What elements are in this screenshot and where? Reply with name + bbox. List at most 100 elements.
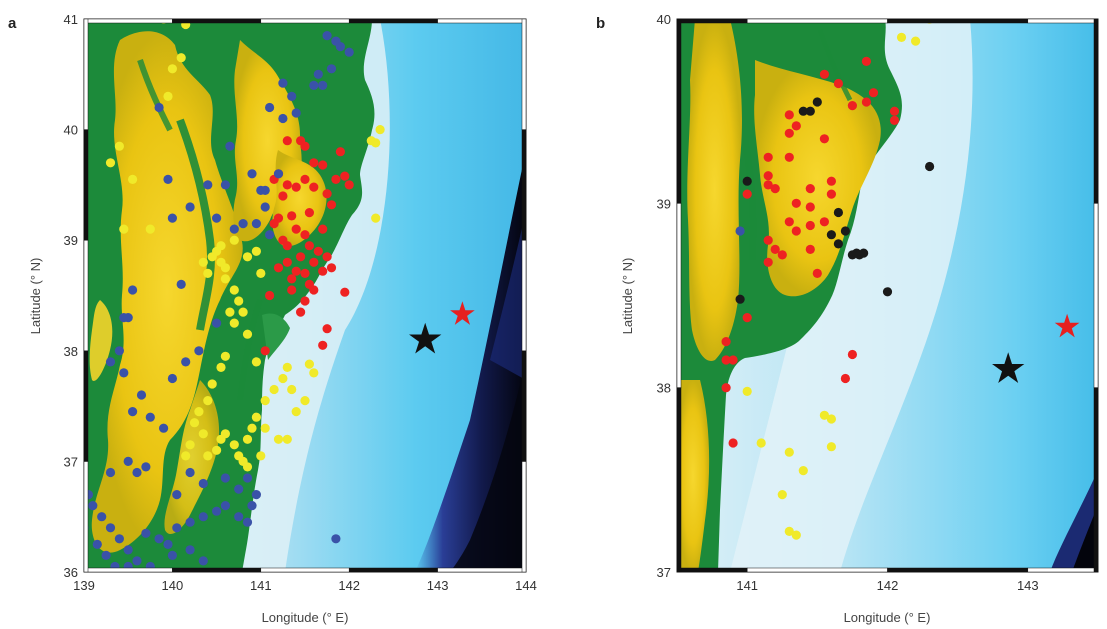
station-point-red xyxy=(889,115,900,125)
border-bar xyxy=(348,18,438,24)
station-point-blue xyxy=(132,556,142,566)
station-point-blue xyxy=(167,213,177,223)
station-point-blue xyxy=(185,202,195,212)
station-point-yellow xyxy=(229,235,239,245)
station-point-blue xyxy=(185,517,195,527)
panel-a-map: a xyxy=(8,12,537,625)
station-point-yellow xyxy=(194,407,204,417)
station-point-yellow xyxy=(911,36,921,46)
station-point-yellow xyxy=(777,490,787,500)
station-point-yellow xyxy=(216,241,226,251)
border-bar xyxy=(83,239,89,352)
border-bar xyxy=(521,18,527,130)
station-point-blue xyxy=(154,102,164,113)
station-point-blue xyxy=(322,30,332,41)
station-point-blue xyxy=(313,69,323,79)
station-point-black xyxy=(735,294,745,304)
station-point-yellow xyxy=(300,396,310,406)
station-point-yellow xyxy=(198,257,208,267)
station-point-red xyxy=(318,224,328,234)
station-point-blue xyxy=(114,346,124,356)
x-tick-label: 139 xyxy=(73,578,95,593)
highlands-kitakami xyxy=(754,60,881,297)
station-point-red xyxy=(340,287,350,297)
station-point-blue xyxy=(181,357,191,367)
station-point-yellow xyxy=(203,396,213,406)
border-bar xyxy=(348,567,438,573)
panel-b-points xyxy=(721,19,935,540)
station-point-yellow xyxy=(220,429,230,439)
station-point-yellow xyxy=(282,434,292,444)
border-bar xyxy=(1093,387,1099,573)
station-point-red xyxy=(819,134,830,144)
y-tick-label: 38 xyxy=(64,344,78,359)
panel-b-y-ticks: 37 38 39 40 xyxy=(657,12,671,580)
station-point-red xyxy=(721,383,731,393)
station-point-red xyxy=(318,160,328,170)
station-point-blue xyxy=(278,78,288,88)
station-point-yellow xyxy=(203,268,213,278)
station-point-red xyxy=(812,268,822,278)
station-point-yellow xyxy=(198,429,208,439)
station-point-yellow xyxy=(220,274,230,284)
border-bar xyxy=(521,129,527,241)
station-point-yellow xyxy=(375,125,385,135)
station-point-red xyxy=(287,274,297,284)
station-point-blue xyxy=(242,473,253,483)
station-point-red xyxy=(784,152,794,162)
station-point-yellow xyxy=(251,246,261,256)
station-point-blue xyxy=(185,467,195,478)
station-point-red xyxy=(340,171,350,181)
station-point-red xyxy=(300,296,310,306)
station-point-red xyxy=(313,246,323,256)
x-tick-label: 141 xyxy=(250,578,272,593)
panel-b-map: b 141 142 143 37 38 39 40 Longitude (° E) Lat… xyxy=(596,12,1099,625)
station-point-yellow xyxy=(119,224,129,234)
station-point-red xyxy=(805,220,815,231)
station-point-black xyxy=(840,226,851,236)
valley-north xyxy=(817,29,853,102)
station-point-blue xyxy=(251,490,261,500)
station-point-red xyxy=(791,121,801,131)
station-point-red xyxy=(784,128,794,138)
station-point-blue xyxy=(132,467,142,478)
station-point-yellow xyxy=(256,451,266,461)
station-point-black xyxy=(833,207,844,218)
station-point-red xyxy=(728,355,738,365)
border-bar xyxy=(746,18,888,24)
station-point-yellow xyxy=(784,526,794,537)
panel-b-letter: b xyxy=(596,15,605,32)
border-bar xyxy=(676,18,748,24)
trench-darkest xyxy=(1072,505,1098,572)
station-point-blue xyxy=(185,545,195,555)
station-point-red xyxy=(260,346,270,356)
station-point-red xyxy=(833,78,844,89)
station-point-blue xyxy=(331,534,341,544)
station-point-yellow xyxy=(291,407,301,417)
station-point-yellow xyxy=(189,418,200,428)
y-tick-label: 39 xyxy=(657,196,671,211)
border-bar xyxy=(521,239,527,352)
station-point-yellow xyxy=(826,442,837,452)
station-point-red xyxy=(326,200,337,210)
station-point-blue xyxy=(101,550,111,561)
station-point-red xyxy=(300,268,310,278)
station-point-yellow xyxy=(791,530,801,540)
station-point-red xyxy=(742,313,752,323)
station-point-blue xyxy=(167,373,177,384)
panel-a-x-ticks: 139 140 141 142 143 144 xyxy=(73,578,537,593)
station-point-red xyxy=(282,136,292,146)
x-tick-label: 142 xyxy=(338,578,360,593)
station-point-black xyxy=(798,106,808,116)
station-point-red xyxy=(826,189,837,199)
station-point-yellow xyxy=(287,384,297,395)
station-point-blue xyxy=(247,501,257,511)
border-bar xyxy=(521,461,527,573)
station-point-yellow xyxy=(819,410,830,420)
trench-darkest xyxy=(450,360,526,572)
border-bar xyxy=(83,18,173,24)
station-point-red xyxy=(847,349,858,360)
station-point-red xyxy=(296,136,306,146)
station-point-yellow xyxy=(225,307,235,317)
station-point-blue xyxy=(344,47,354,57)
